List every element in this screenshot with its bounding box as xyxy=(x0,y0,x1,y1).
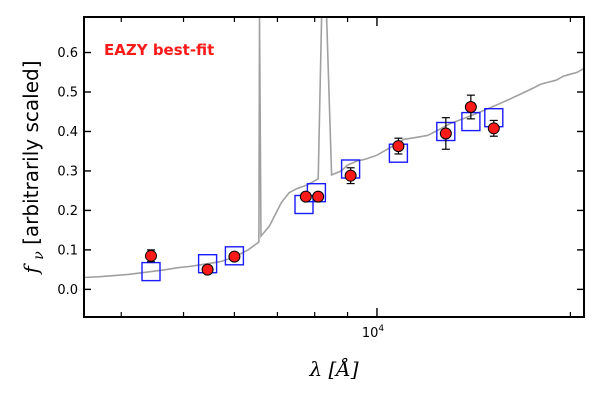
y-tick-label: 0.1 xyxy=(57,243,78,258)
y-axis-label: f ν [arbitrarily scaled] xyxy=(19,60,48,275)
template-square xyxy=(224,246,245,266)
plot-frame xyxy=(83,16,585,318)
observed-point xyxy=(464,101,477,113)
y-tick-label: 0.5 xyxy=(57,86,78,101)
observed-point xyxy=(487,122,500,135)
observed-point xyxy=(312,190,325,203)
observed-point xyxy=(299,190,312,203)
template-square xyxy=(141,261,161,282)
x-tick-label: 104 xyxy=(362,324,385,341)
y-tick-label: 0.2 xyxy=(57,204,78,219)
y-tick-label: 0.0 xyxy=(57,283,78,298)
observed-point xyxy=(145,249,158,262)
y-tick-label: 0.4 xyxy=(57,125,78,140)
observed-point xyxy=(344,169,357,182)
observed-point xyxy=(392,140,405,153)
observed-photometry-group xyxy=(145,94,500,276)
template-spectrum-group xyxy=(83,16,585,279)
observed-point xyxy=(201,263,214,276)
y-tick-label: 0.3 xyxy=(57,164,78,179)
x-axis-label: λ [Å] xyxy=(308,356,358,381)
y-axis-ticks: 0.0 0.1 0.2 0.3 0.4 0.5 0.6 xyxy=(57,46,584,298)
template-spectrum-line xyxy=(83,16,585,279)
y-tick-label: 0.6 xyxy=(57,46,78,61)
annotation-label: EAZY best-fit xyxy=(104,41,214,59)
observed-point xyxy=(228,250,241,263)
observed-point xyxy=(439,127,452,140)
